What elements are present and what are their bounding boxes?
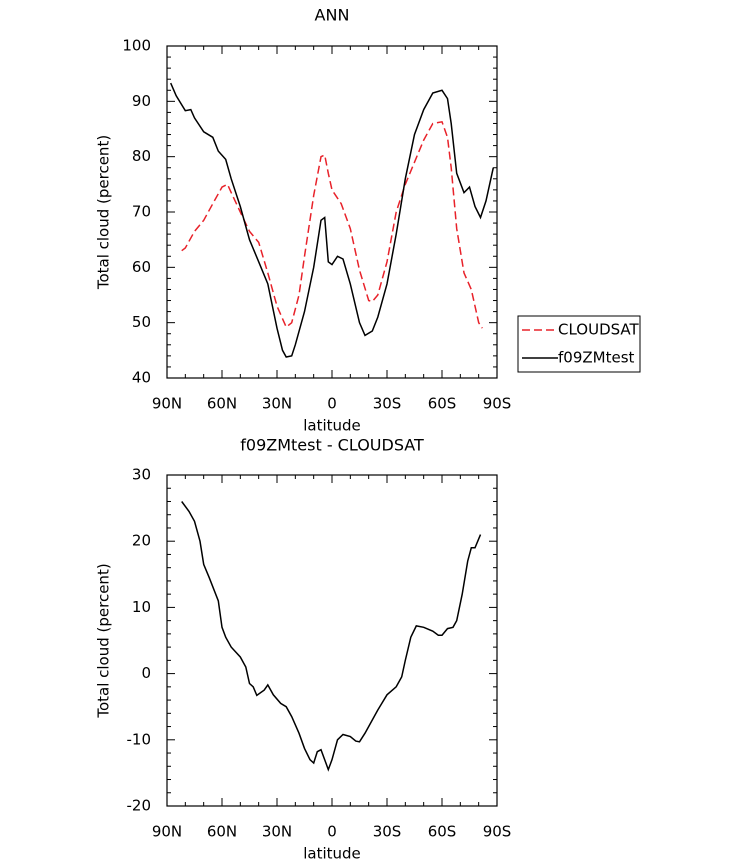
data-line bbox=[170, 82, 495, 358]
data-line bbox=[181, 120, 483, 329]
y-tick-label: 100 bbox=[122, 37, 151, 55]
x-axis-label: latitude bbox=[303, 845, 361, 863]
y-tick-label: 60 bbox=[132, 258, 151, 276]
x-tick-label: 0 bbox=[327, 395, 337, 413]
x-tick-label: 90N bbox=[152, 395, 182, 413]
y-tick-label: 0 bbox=[141, 664, 151, 682]
y-tick-label: -10 bbox=[127, 730, 152, 748]
x-tick-label: 30S bbox=[373, 395, 402, 413]
y-tick-label: -20 bbox=[127, 797, 152, 815]
y-axis-label: Total cloud (percent) bbox=[95, 135, 113, 290]
x-tick-label: 30N bbox=[262, 823, 292, 841]
data-line bbox=[181, 501, 482, 772]
y-tick-label: 40 bbox=[132, 369, 151, 387]
legend-label: f09ZMtest bbox=[558, 349, 635, 367]
y-axis-label: Total cloud (percent) bbox=[95, 563, 113, 718]
legend-box bbox=[517, 315, 641, 373]
x-axis-label: latitude bbox=[303, 417, 361, 435]
y-tick-label: 90 bbox=[132, 92, 151, 110]
legend-label: CLOUDSAT bbox=[558, 321, 640, 339]
y-tick-label: 20 bbox=[132, 532, 151, 550]
x-tick-label: 90N bbox=[152, 823, 182, 841]
chart-title: f09ZMtest - CLOUDSAT bbox=[240, 436, 424, 455]
x-tick-label: 60N bbox=[207, 395, 237, 413]
x-tick-label: 0 bbox=[327, 823, 337, 841]
y-tick-label: 10 bbox=[132, 598, 151, 616]
y-tick-label: 80 bbox=[132, 147, 151, 165]
x-tick-label: 90S bbox=[483, 395, 512, 413]
x-tick-label: 60S bbox=[428, 823, 457, 841]
y-tick-label: 50 bbox=[132, 313, 151, 331]
x-tick-label: 60N bbox=[207, 823, 237, 841]
chart-title: ANN bbox=[315, 6, 350, 25]
x-tick-label: 30S bbox=[373, 823, 402, 841]
x-tick-label: 90S bbox=[483, 823, 512, 841]
x-tick-label: 30N bbox=[262, 395, 292, 413]
y-tick-label: 70 bbox=[132, 203, 151, 221]
y-tick-label: 30 bbox=[132, 466, 151, 484]
x-tick-label: 60S bbox=[428, 395, 457, 413]
plot-frame bbox=[166, 474, 498, 807]
plot-frame bbox=[166, 45, 498, 379]
